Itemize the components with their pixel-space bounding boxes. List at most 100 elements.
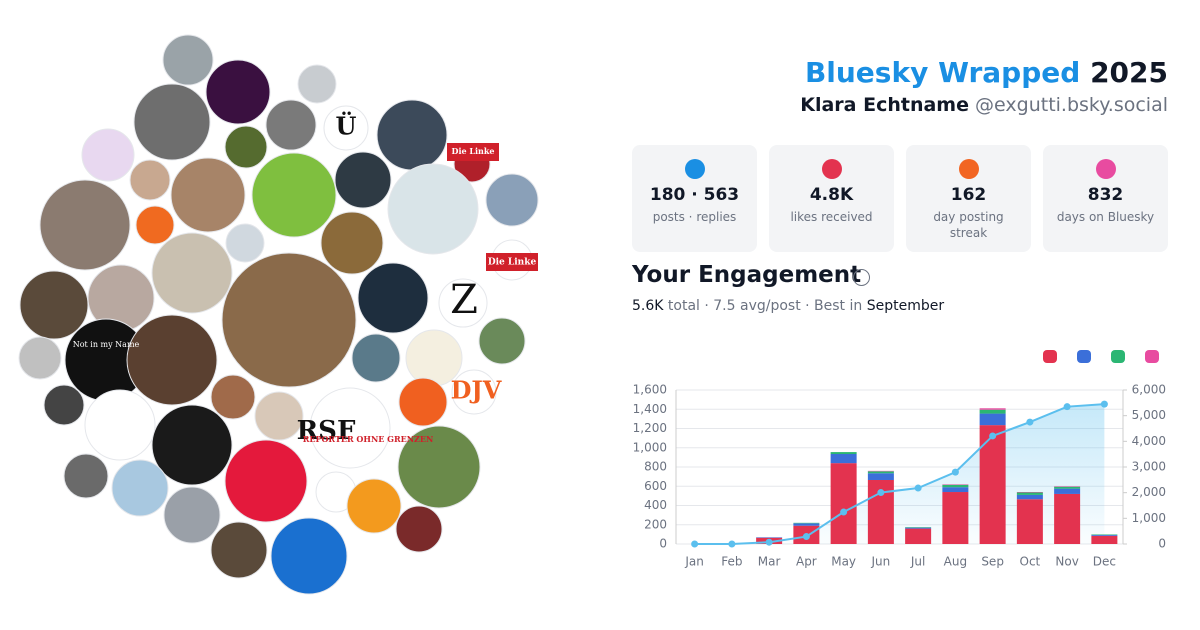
avatar [387,163,479,255]
avatar [397,425,481,509]
avatar [451,369,497,415]
y-tick-label: 1,400 [633,402,667,416]
bar-segment [1091,534,1118,536]
avatar-logo-text: Die Linke [452,146,495,156]
bar-segment [979,409,1006,414]
bar-segment [867,473,894,480]
bar-segment [905,528,932,544]
avatar [39,179,131,271]
line-point [691,540,699,548]
stat-card: 162 day posting streak [906,145,1031,252]
stat-icon [684,159,705,179]
avatar-logo-text: RSF [297,416,356,446]
avatar [395,505,443,553]
stat-value: 832 [1087,185,1124,205]
x-tick-label: Aug [944,555,967,569]
x-tick-label: Oct [1020,555,1041,569]
x-tick-label: Jun [871,555,891,569]
y-tick-label: 0 [659,537,667,551]
line-point [802,533,810,541]
avatar [84,389,156,461]
avatar-logo-text: REPORTER OHNE GRENZEN [303,434,434,444]
legend-swatch [1111,350,1125,363]
stat-card: 180 · 563 posts · replies [632,145,757,252]
legend-icon[interactable] [1077,350,1091,363]
avatar [297,64,337,104]
x-tick-label: May [831,555,856,569]
avatar [270,517,348,595]
line-point [728,540,736,548]
x-tick-label: Feb [721,555,742,569]
cumulative-area [694,404,1105,544]
avatar [254,391,304,441]
stat-label: likes received [790,210,873,224]
y-tick-label: 600 [644,479,667,493]
avatar [309,387,391,469]
y-tick-label: 200 [644,517,667,531]
avatar [357,262,429,334]
avatar [485,173,539,227]
avatar [265,99,317,151]
stat-card: 4.8K likes received [769,145,894,252]
line-point [877,489,885,497]
year: 2025 [1090,56,1168,89]
best-month: September [866,298,945,314]
bar-segment [1054,486,1081,489]
avatar [81,128,135,182]
x-tick-label: Jul [910,555,925,569]
wrapped-title: Bluesky Wrapped 2025 [805,56,1168,89]
info-icon[interactable] [853,269,870,286]
avatar [221,252,357,388]
line-point [914,484,922,492]
avatar-logo-text: DJV [451,376,502,405]
y2-tick-label: 2,000 [1132,485,1166,499]
legend-icon[interactable] [1111,350,1125,363]
avatar [126,314,218,406]
avatar-logo-text: Z [450,277,478,323]
avatar [346,478,402,534]
section-summary: 5.6K total · 7.5 avg/post · Best in Sept… [632,298,944,314]
user: Klara Echtname @exgutti.bsky.social [800,94,1168,116]
logo-badge [447,143,499,161]
avatar [323,105,369,151]
line-point [765,538,773,546]
total: 5.6K [632,298,664,314]
avatar [111,459,169,517]
avatar [163,486,221,544]
avatar [151,404,233,486]
handle[interactable]: @exgutti.bsky.social [975,94,1168,116]
legend-swatch [1145,350,1159,363]
line-point [1063,403,1071,411]
legend-icon[interactable] [1043,350,1057,363]
bar-segment [793,523,820,526]
bar-segment [830,452,857,455]
avatar [135,205,175,245]
avatar [398,377,448,427]
avatar [133,83,211,161]
legend-icon[interactable] [1145,350,1159,363]
line-point [989,432,997,440]
bar-segment [979,413,1006,426]
y2-tick-label: 1,000 [1132,511,1166,525]
bar-segment [830,463,857,544]
bar-segment [867,471,894,474]
x-tick-label: Sep [981,555,1004,569]
summary: total · 7.5 avg/post · Best in [667,298,863,314]
cumulative-line [694,403,1105,545]
y-tick-label: 800 [644,460,667,474]
x-tick-label: Dec [1093,555,1116,569]
avatar [320,211,384,275]
x-tick-label: Mar [758,555,781,569]
bar-segment [1016,492,1043,495]
stat-icon [958,159,979,179]
bar-segment [942,492,969,544]
stat-card: 832 days on Bluesky [1043,145,1168,252]
bar-segment [830,454,857,464]
bar-segment [979,425,1006,544]
y-tick-label: 1,000 [633,440,667,454]
y-tick-label: 1,600 [633,383,667,397]
avatar [376,99,448,171]
avatar [205,59,271,125]
